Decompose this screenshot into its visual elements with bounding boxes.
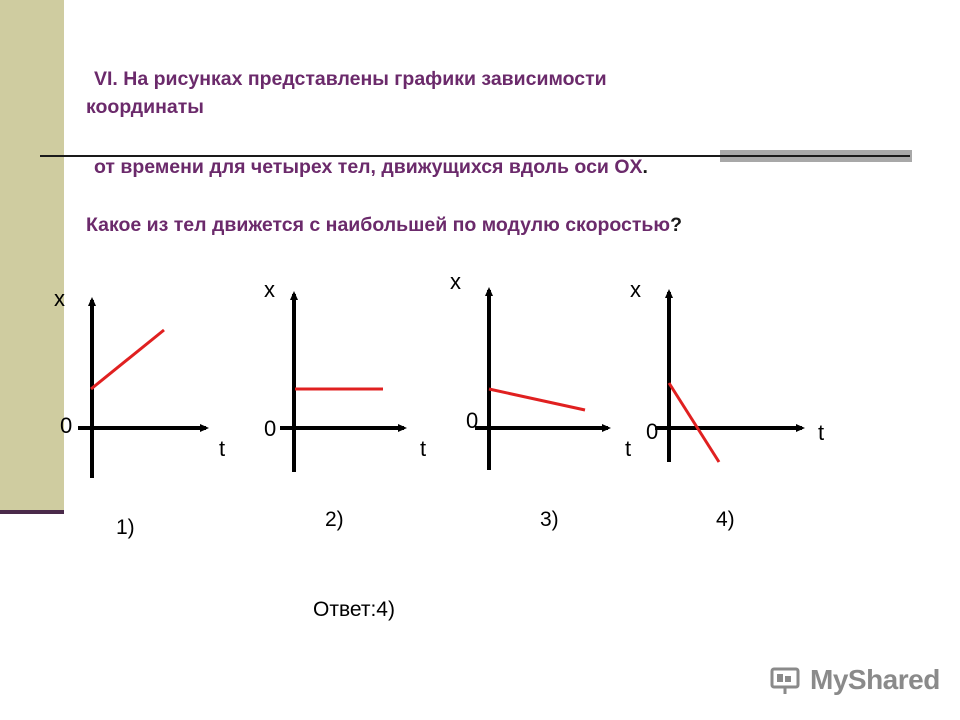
graph-2-origin-label: 0: [264, 416, 276, 441]
graph-3-plot-line: [488, 387, 586, 412]
graph-1-x-label: t: [219, 436, 225, 461]
myshared-watermark: MyShared: [770, 660, 940, 700]
graph-4: x 0 t: [630, 277, 824, 463]
projector-screen-icon: [770, 667, 800, 694]
graph-1: x 0 t: [54, 286, 225, 478]
question-line-2: координаты: [86, 96, 204, 118]
graph-2-number: 2): [325, 508, 344, 531]
sidebar-divider: [0, 510, 64, 514]
graph-1-number: 1): [116, 516, 135, 539]
question-line-4: Какое из тел движется с наибольшей по мо…: [86, 214, 682, 237]
graph-2-y-label: x: [264, 277, 275, 302]
graph-4-number: 4): [716, 508, 735, 531]
graph-1-y-label: x: [54, 286, 65, 311]
question-line-3-text: от времени для четырех тел, движущихся в…: [94, 156, 643, 178]
question-line-3-end: .: [642, 156, 648, 178]
graph-3-x-label: t: [625, 436, 631, 461]
header-divider: [40, 155, 910, 157]
graph-4-y-label: x: [630, 277, 641, 302]
question-line-1: VI. На рисунках представлены графики зав…: [94, 68, 607, 90]
answer-text: Ответ:4): [313, 598, 395, 621]
graph-3-y-label: x: [450, 269, 461, 294]
graph-3-number: 3): [540, 508, 559, 531]
graph-4-origin-label: 0: [646, 419, 658, 444]
graph-1-plot-line: [90, 328, 165, 391]
graph-1-origin-label: 0: [60, 413, 72, 438]
question-line-3: от времени для четырех тел, движущихся в…: [94, 156, 648, 179]
graph-4-plot-line: [667, 382, 721, 463]
graph-4-x-label: t: [818, 420, 824, 445]
graph-2-x-label: t: [420, 436, 426, 461]
watermark-text: MyShared: [810, 664, 940, 695]
graph-2: x 0 t: [264, 277, 426, 472]
question-line-4-text: Какое из тел движется с наибольшей по мо…: [86, 214, 671, 236]
decorative-sidebar: [0, 0, 64, 512]
question-line-4-end: ?: [670, 214, 682, 236]
graph-3: x 0 t: [450, 269, 631, 470]
graph-3-origin-label: 0: [466, 408, 478, 433]
